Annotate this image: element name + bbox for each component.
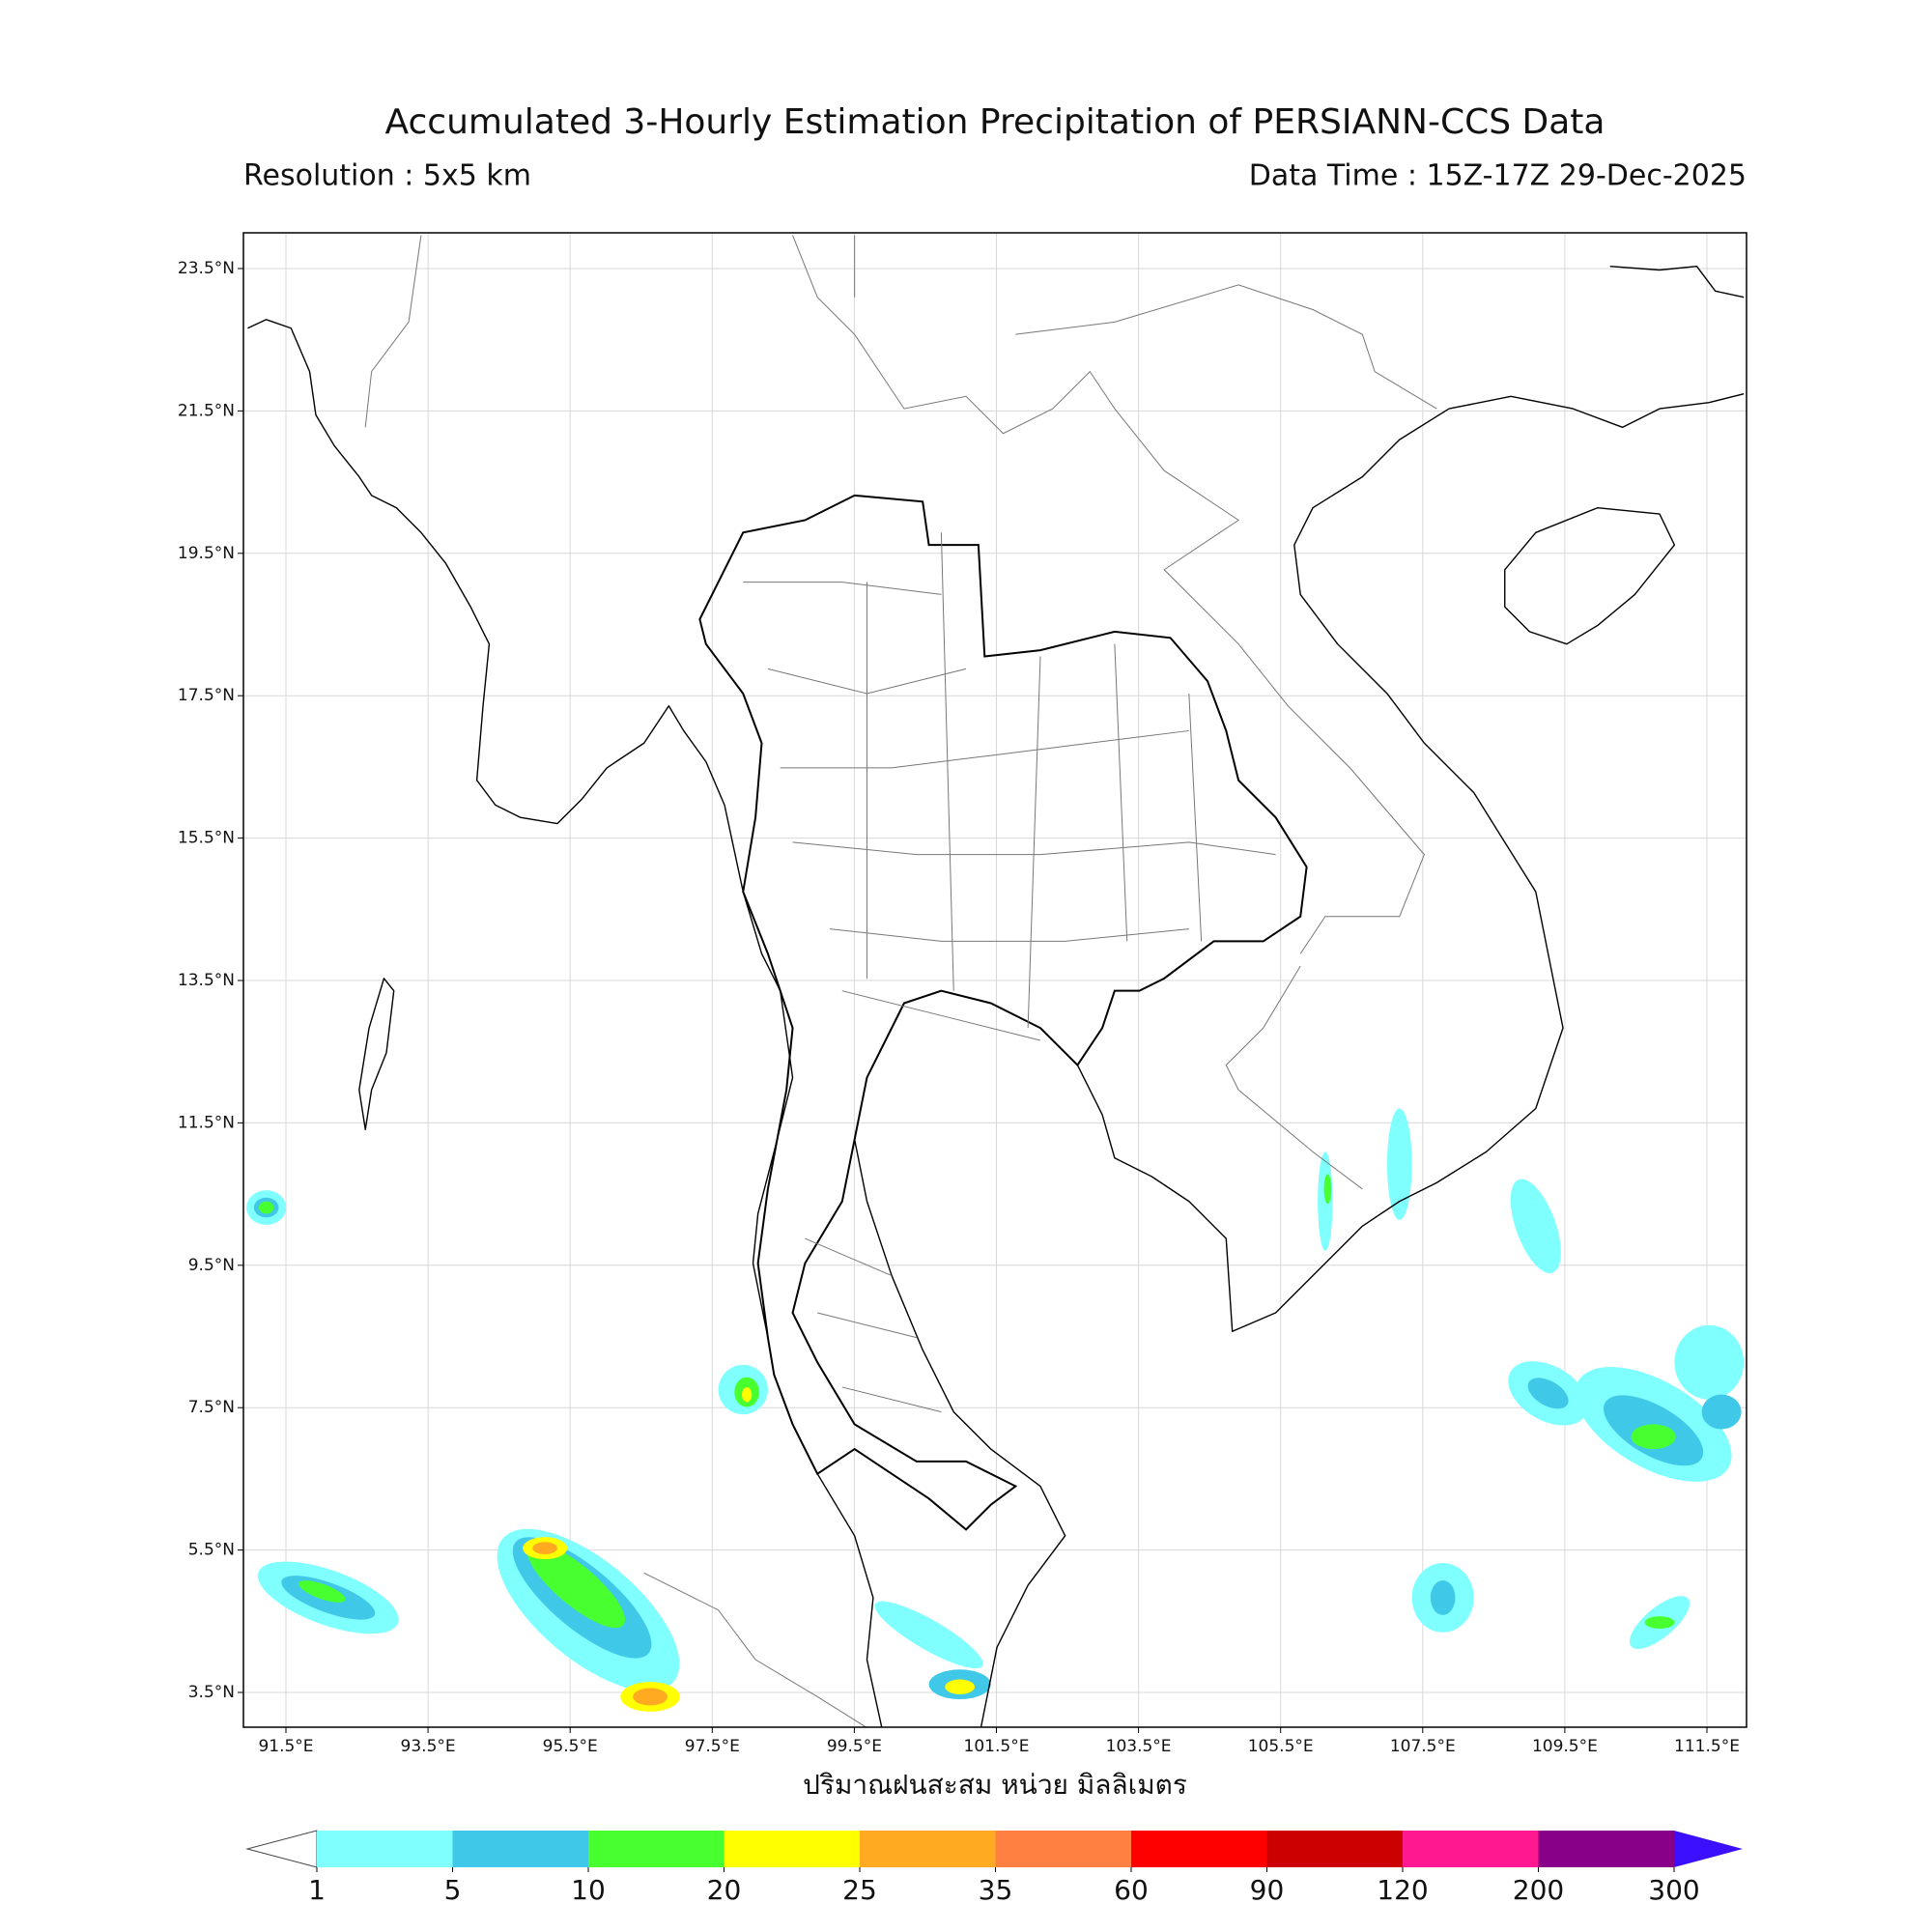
colorbar-box (1403, 1831, 1539, 1867)
colorbar-box (452, 1831, 589, 1867)
provinces (743, 532, 1275, 1411)
rain-area (945, 1679, 976, 1694)
thailand-border (699, 496, 1306, 1530)
map (246, 236, 1750, 1728)
lon-label: 95.5°E (543, 1737, 598, 1756)
lat-label: 21.5°N (178, 401, 235, 420)
title: Accumulated 3-Hourly Estimation Precipit… (385, 102, 1605, 142)
resolution: Resolution : 5x5 km (243, 159, 531, 193)
colorbar-level: 60 (1114, 1874, 1149, 1906)
colorbar-level: 25 (842, 1874, 877, 1906)
colorbar-box (317, 1831, 453, 1867)
map-frame (242, 232, 1747, 1728)
lat-label: 3.5°N (188, 1683, 235, 1702)
lon-label: 107.5°E (1390, 1737, 1456, 1756)
lat-label: 23.5°N (178, 259, 235, 278)
rain-area (532, 1542, 557, 1555)
rain-area (298, 1580, 346, 1603)
colorbar-level: 5 (444, 1874, 462, 1906)
hainan (1505, 508, 1675, 644)
colorbar-over (1674, 1831, 1743, 1867)
coastline (247, 320, 881, 1728)
colorbar-level: 120 (1377, 1874, 1428, 1906)
colorbar-level: 35 (979, 1874, 1013, 1906)
colorbar-level: 300 (1648, 1874, 1699, 1906)
rain-area (1644, 1616, 1675, 1629)
colorbar-box (724, 1831, 861, 1867)
rain-area (1701, 1394, 1742, 1430)
andaman-islands (359, 979, 394, 1129)
colorbar-level: 200 (1513, 1874, 1564, 1906)
lat-label: 15.5°N (178, 829, 235, 848)
coastline (855, 394, 1745, 1728)
rain-area (633, 1688, 668, 1706)
colorbar-level: 20 (707, 1874, 742, 1906)
rain-area (1631, 1424, 1676, 1450)
rain-cell (246, 1108, 1745, 1712)
borders (365, 236, 1436, 1728)
data-time: Data Time : 15Z-17Z 29-Dec-2025 (1249, 159, 1747, 193)
coastline (1610, 267, 1744, 298)
lon-label: 91.5°E (258, 1737, 313, 1756)
colorbar-level: 1 (308, 1874, 326, 1906)
lon-label: 103.5°E (1106, 1737, 1172, 1756)
lon-label: 105.5°E (1248, 1737, 1314, 1756)
lon-label: 111.5°E (1674, 1737, 1740, 1756)
lat-label: 13.5°N (178, 971, 235, 990)
lat-label: 19.5°N (178, 544, 235, 563)
lat-label: 17.5°N (178, 686, 235, 705)
colorbar-box (995, 1831, 1132, 1867)
colorbar-box (1266, 1831, 1404, 1867)
lon-label: 101.5°E (964, 1737, 1030, 1756)
colorbar-box (588, 1831, 724, 1867)
lat-label: 7.5°N (188, 1398, 235, 1417)
rain-area (1430, 1579, 1456, 1615)
rain-area (1318, 1151, 1333, 1251)
lon-label: 99.5°E (827, 1737, 882, 1756)
rain-area (258, 1201, 274, 1214)
lat-label: 11.5°N (178, 1113, 235, 1132)
lat-label: 5.5°N (188, 1541, 235, 1560)
lon-label: 109.5°E (1532, 1737, 1598, 1756)
colorbar-box (1131, 1831, 1267, 1867)
precipitation (246, 1108, 1745, 1712)
colorbar: 1 5 10 20 25 35 60 90 120 200 300 (245, 1830, 1743, 1906)
rain-area (1323, 1174, 1332, 1205)
colorbar-box (860, 1831, 996, 1867)
colorbar-box (1538, 1831, 1675, 1867)
rain-area (1674, 1324, 1745, 1400)
rain-area (1510, 1179, 1561, 1273)
colorbar-under (245, 1830, 318, 1868)
rain-area (874, 1601, 983, 1669)
lon-label: 93.5°E (401, 1737, 456, 1756)
colorbar-label: ปริมาณฝนสะสม หน่วย มิลลิเมตร (803, 1769, 1187, 1801)
colorbar-level: 90 (1250, 1874, 1285, 1906)
rain-area (1527, 1378, 1569, 1409)
colorbar-level: 10 (571, 1874, 606, 1906)
rain-area (1386, 1108, 1412, 1220)
rain-area (741, 1386, 753, 1403)
rain-area (526, 1542, 626, 1629)
lon-label: 97.5°E (685, 1737, 740, 1756)
graticule: 23.5°N 21.5°N 19.5°N 17.5°N 15.5°N 13.5°N 11.5… (178, 233, 1747, 1756)
lat-label: 9.5°N (188, 1256, 235, 1275)
